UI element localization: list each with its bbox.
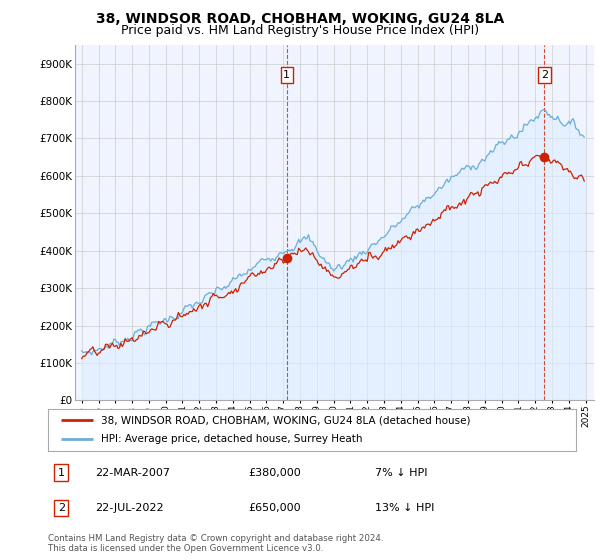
Text: 13% ↓ HPI: 13% ↓ HPI [376, 503, 435, 513]
Text: Contains HM Land Registry data © Crown copyright and database right 2024.
This d: Contains HM Land Registry data © Crown c… [48, 534, 383, 553]
Text: 22-MAR-2007: 22-MAR-2007 [95, 468, 170, 478]
Text: 38, WINDSOR ROAD, CHOBHAM, WOKING, GU24 8LA: 38, WINDSOR ROAD, CHOBHAM, WOKING, GU24 … [96, 12, 504, 26]
Text: Price paid vs. HM Land Registry's House Price Index (HPI): Price paid vs. HM Land Registry's House … [121, 24, 479, 36]
Text: £380,000: £380,000 [248, 468, 301, 478]
Text: 1: 1 [283, 70, 290, 80]
Text: 38, WINDSOR ROAD, CHOBHAM, WOKING, GU24 8LA (detached house): 38, WINDSOR ROAD, CHOBHAM, WOKING, GU24 … [101, 415, 470, 425]
Text: 2: 2 [58, 503, 65, 513]
Text: 2: 2 [541, 70, 548, 80]
Text: 7% ↓ HPI: 7% ↓ HPI [376, 468, 428, 478]
Text: £650,000: £650,000 [248, 503, 301, 513]
Text: 1: 1 [58, 468, 65, 478]
Text: HPI: Average price, detached house, Surrey Heath: HPI: Average price, detached house, Surr… [101, 435, 362, 445]
Text: 22-JUL-2022: 22-JUL-2022 [95, 503, 164, 513]
